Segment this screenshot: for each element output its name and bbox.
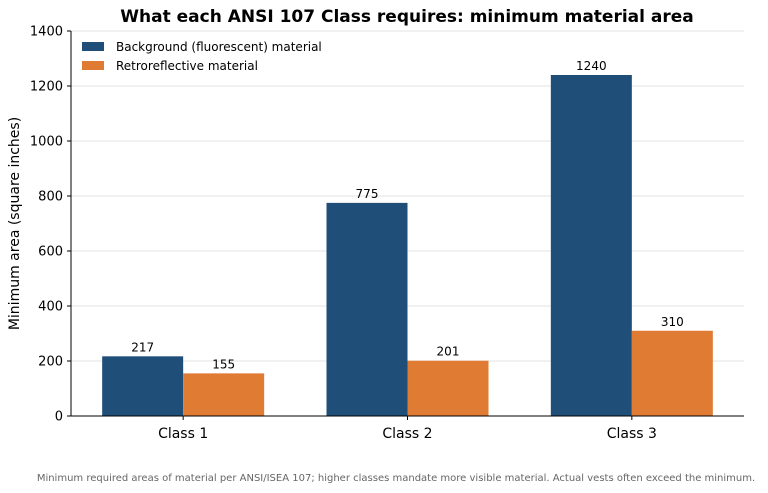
y-tick-label: 400 [38, 300, 63, 315]
x-tick-label: Class 3 [607, 426, 657, 442]
y-tick-label: 200 [38, 355, 63, 370]
labels: 0 200 400 600 800 1000 1200 1400 217 155 Class 1 77… [30, 25, 684, 443]
bar [631, 330, 713, 416]
chart-caption: Minimum required areas of material per A… [37, 473, 755, 484]
bar [550, 75, 632, 416]
bar-value-label: 310 [661, 315, 684, 329]
legend: Background (fluorescent) material Retrore… [82, 40, 322, 73]
y-tick-label: 600 [38, 245, 63, 260]
bar-value-label: 217 [131, 340, 154, 354]
legend-label: Retroreflective material [116, 59, 258, 73]
x-tick-label: Class 2 [382, 426, 432, 442]
bars [102, 75, 713, 416]
legend-swatch [82, 42, 104, 51]
bar-value-label: 201 [437, 345, 460, 359]
y-tick-label: 1200 [30, 80, 63, 95]
y-tick-label: 0 [55, 410, 63, 425]
legend-label: Background (fluorescent) material [116, 40, 322, 54]
chart-title: What each ANSI 107 Class requires: minim… [120, 7, 693, 27]
bar-value-label: 1240 [576, 59, 607, 73]
y-axis-label: Minimum area (square inches) [7, 117, 23, 330]
y-tick-label: 800 [38, 190, 63, 205]
axes [67, 30, 744, 420]
bar [326, 202, 408, 416]
bar [407, 360, 489, 416]
bar [102, 356, 184, 416]
y-tick-label: 1400 [30, 25, 63, 40]
bar-value-label: 775 [356, 187, 379, 201]
y-tick-label: 1000 [30, 135, 63, 150]
x-tick-label: Class 1 [158, 426, 208, 442]
bar [183, 373, 265, 416]
legend-swatch [82, 61, 104, 70]
bar-value-label: 155 [212, 357, 235, 371]
